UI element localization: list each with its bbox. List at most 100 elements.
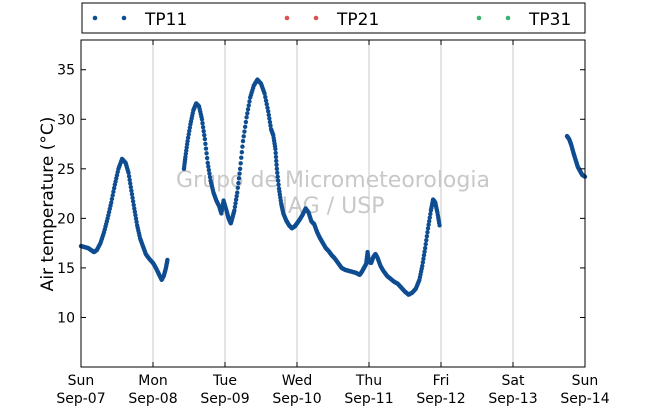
data-point — [275, 170, 280, 175]
data-point — [263, 94, 268, 100]
x-tick-label-day: Sun — [68, 373, 95, 389]
data-point — [245, 107, 251, 112]
data-point — [276, 182, 281, 187]
watermark-line-1: Grupo de Micrometeorologia — [176, 168, 490, 193]
data-point — [263, 98, 269, 103]
data-point — [207, 174, 213, 180]
data-point — [133, 212, 138, 218]
y-tick-label: 30 — [57, 112, 75, 128]
watermark-line-2: IAG / USP — [282, 194, 385, 219]
data-point — [267, 116, 272, 121]
data-point — [187, 125, 193, 130]
data-point — [134, 219, 139, 225]
legend-entry-tp21: TP21 — [284, 10, 379, 30]
data-point — [128, 184, 134, 190]
data-point — [133, 216, 139, 221]
data-point — [111, 186, 117, 191]
data-point — [206, 164, 211, 169]
x-tick-label-day: Fri — [433, 373, 450, 389]
data-point — [128, 181, 133, 186]
data-point — [273, 146, 278, 152]
data-point — [131, 202, 136, 208]
y-tick-label: 10 — [57, 310, 75, 326]
data-point — [268, 123, 273, 128]
data-point — [129, 188, 134, 193]
x-tick-label-date: Sep-11 — [344, 391, 393, 407]
data-point — [427, 215, 432, 220]
data-point — [233, 197, 239, 202]
x-tick-label-date: Sep-12 — [416, 391, 465, 407]
data-point — [233, 201, 238, 206]
data-point — [234, 193, 239, 199]
data-point — [132, 206, 137, 211]
data-point — [437, 223, 442, 228]
data-point — [127, 177, 132, 183]
data-point — [420, 260, 426, 265]
data-point — [274, 166, 280, 172]
plot-frame — [80, 39, 586, 368]
legend-marker-tp11 — [121, 15, 127, 21]
x-tick-label-date: Sep-09 — [200, 391, 249, 407]
data-point — [236, 180, 241, 186]
data-point — [424, 237, 429, 243]
data-point — [243, 119, 249, 125]
data-point — [275, 178, 281, 183]
legend-entry-tp31: TP31 — [476, 10, 571, 30]
x-gridlines — [152, 40, 514, 367]
legend-marker-tp21 — [284, 15, 290, 21]
data-point — [236, 176, 242, 181]
data-point — [421, 253, 427, 258]
plot-area: Grupo de Micrometeorologia IAG / USP — [78, 39, 588, 368]
data-point — [274, 158, 279, 164]
x-tick-label-day: Wed — [282, 373, 313, 389]
legend-label-tp21: TP21 — [336, 10, 379, 30]
legend-entry-tp11: TP11 — [92, 10, 187, 30]
legend: TP11 TP21 TP31 — [81, 2, 586, 34]
data-point — [244, 115, 249, 120]
data-point — [132, 209, 138, 215]
data-point — [204, 151, 209, 156]
x-tick-label-day: Sun — [572, 373, 599, 389]
data-point — [204, 155, 210, 161]
data-point — [110, 193, 115, 198]
y-tick-label: 25 — [57, 162, 75, 178]
legend-marker-tp31 — [476, 15, 482, 21]
data-point — [242, 129, 247, 134]
data-point — [242, 124, 248, 130]
data-point — [201, 128, 206, 134]
legend-marker-tp21 — [313, 15, 319, 21]
data-point — [421, 256, 426, 261]
data-point — [206, 167, 212, 173]
x-tick-label-date: Sep-10 — [272, 391, 321, 407]
data-point — [275, 174, 280, 179]
series-tp11 — [78, 77, 588, 297]
data-point — [245, 111, 250, 116]
data-point — [187, 128, 192, 134]
axis-ticks — [80, 40, 586, 367]
data-point — [262, 91, 267, 96]
y-tick-label: 20 — [57, 211, 75, 227]
data-point — [273, 154, 279, 160]
data-point — [426, 218, 432, 224]
data-point — [130, 195, 135, 200]
x-tick-label-date: Sep-14 — [560, 391, 609, 407]
data-point — [266, 112, 271, 118]
data-point — [203, 146, 209, 151]
data-point — [237, 166, 243, 172]
data-point — [422, 245, 428, 251]
data-point — [240, 138, 246, 144]
legend-marker-tp31 — [505, 15, 511, 21]
data-point — [185, 138, 190, 144]
data-point — [205, 160, 210, 166]
x-axis-tick-labels: Sun Sep-07 Mon Sep-08 Tue Sep-09 Wed Sep-10 Thu S… — [56, 373, 609, 407]
data-point — [203, 141, 208, 147]
data-point — [425, 226, 431, 231]
data-point — [186, 132, 191, 137]
data-point — [237, 171, 242, 176]
x-tick-label-day: Mon — [138, 373, 168, 389]
data-point — [165, 257, 170, 263]
legend-label-tp11: TP11 — [144, 10, 187, 30]
data-point — [232, 208, 237, 213]
data-point — [425, 230, 430, 235]
